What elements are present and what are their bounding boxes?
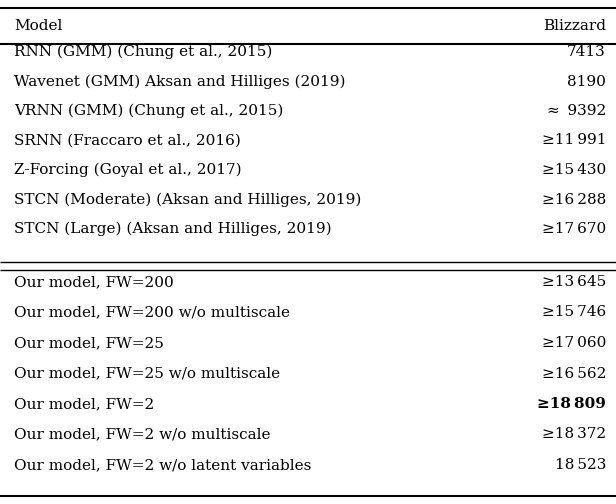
- Text: VRNN (GMM) (Chung et al., 2015): VRNN (GMM) (Chung et al., 2015): [14, 104, 283, 118]
- Text: ≥11 991: ≥11 991: [541, 134, 606, 148]
- Text: Model: Model: [14, 19, 62, 33]
- Text: ≥17 060: ≥17 060: [541, 336, 606, 350]
- Text: STCN (Moderate) (Aksan and Hilliges, 2019): STCN (Moderate) (Aksan and Hilliges, 201…: [14, 193, 362, 207]
- Text: ≥18 372: ≥18 372: [542, 427, 606, 442]
- Text: ≥15 430: ≥15 430: [541, 163, 606, 177]
- Text: SRNN (Fraccaro et al., 2016): SRNN (Fraccaro et al., 2016): [14, 134, 241, 148]
- Text: Blizzard: Blizzard: [543, 19, 606, 33]
- Text: ≥15 746: ≥15 746: [541, 305, 606, 320]
- Text: 7413: 7413: [567, 45, 606, 59]
- Text: 18 523: 18 523: [554, 458, 606, 472]
- Text: ≥18 809: ≥18 809: [537, 397, 606, 411]
- Text: Our model, FW=200: Our model, FW=200: [14, 275, 174, 289]
- Text: Our model, FW=2 w/o multiscale: Our model, FW=2 w/o multiscale: [14, 427, 270, 442]
- Text: Our model, FW=2 w/o latent variables: Our model, FW=2 w/o latent variables: [14, 458, 311, 472]
- Text: ≥16 562: ≥16 562: [541, 366, 606, 381]
- Text: Our model, FW=25 w/o multiscale: Our model, FW=25 w/o multiscale: [14, 366, 280, 381]
- Text: Z-Forcing (Goyal et al., 2017): Z-Forcing (Goyal et al., 2017): [14, 163, 241, 177]
- Text: RNN (GMM) (Chung et al., 2015): RNN (GMM) (Chung et al., 2015): [14, 45, 272, 59]
- Text: STCN (Large) (Aksan and Hilliges, 2019): STCN (Large) (Aksan and Hilliges, 2019): [14, 222, 331, 236]
- Text: Our model, FW=2: Our model, FW=2: [14, 397, 154, 411]
- Text: Wavenet (GMM) Aksan and Hilliges (2019): Wavenet (GMM) Aksan and Hilliges (2019): [14, 74, 346, 89]
- Text: ≥16 288: ≥16 288: [541, 193, 606, 207]
- Text: ≥13 645: ≥13 645: [541, 275, 606, 289]
- Text: ≥17 670: ≥17 670: [541, 222, 606, 236]
- Text: 8190: 8190: [567, 75, 606, 89]
- Text: ≈ 9392: ≈ 9392: [547, 104, 606, 118]
- Text: Our model, FW=200 w/o multiscale: Our model, FW=200 w/o multiscale: [14, 305, 290, 320]
- Text: Our model, FW=25: Our model, FW=25: [14, 336, 164, 350]
